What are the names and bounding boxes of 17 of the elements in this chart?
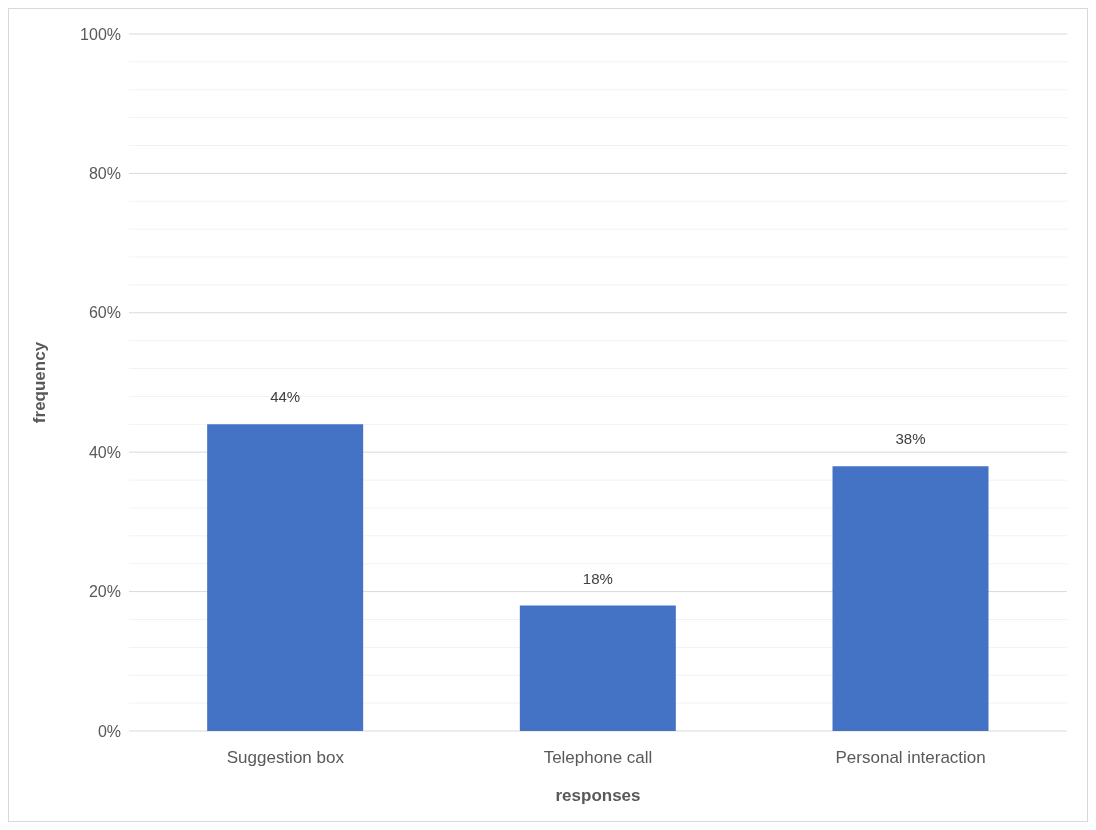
y-tick-label: 0% [97,722,121,740]
data-label: 38% [895,430,926,448]
data-label: 44% [270,388,301,406]
y-tick-label: 40% [88,443,121,461]
y-tick-label: 60% [88,304,121,322]
x-axis-title: responses [555,786,641,805]
data-label: 18% [582,569,613,587]
bar [832,466,989,731]
y-axis-title: frequency [30,341,50,424]
y-tick-label: 20% [88,583,121,601]
y-tick-label: 80% [88,165,121,183]
y-tick-label: 100% [80,25,121,43]
bar [207,424,364,731]
x-tick-label: Suggestion box [226,748,345,768]
x-tick-label: Personal interaction [835,748,986,768]
x-tick-label: Telephone call [543,748,653,768]
bar [519,605,676,731]
